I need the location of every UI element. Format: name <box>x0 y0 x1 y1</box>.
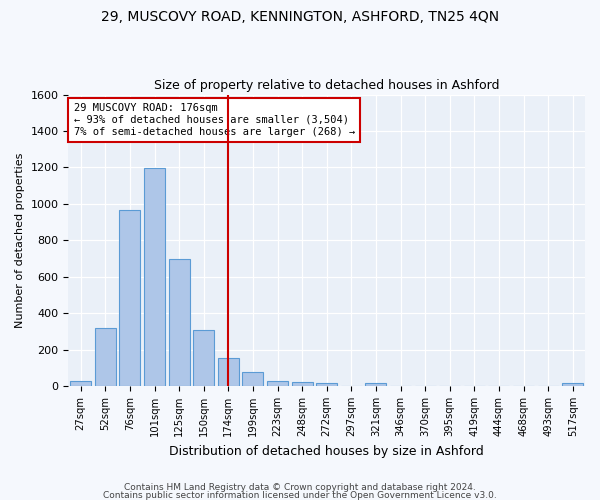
Y-axis label: Number of detached properties: Number of detached properties <box>15 152 25 328</box>
Bar <box>242 372 263 386</box>
Text: Contains public sector information licensed under the Open Government Licence v3: Contains public sector information licen… <box>103 490 497 500</box>
Bar <box>193 330 214 386</box>
Text: Contains HM Land Registry data © Crown copyright and database right 2024.: Contains HM Land Registry data © Crown c… <box>124 484 476 492</box>
Bar <box>169 258 190 386</box>
Bar <box>218 358 239 386</box>
Bar <box>316 384 337 386</box>
Bar <box>119 210 140 386</box>
Bar <box>365 384 386 386</box>
X-axis label: Distribution of detached houses by size in Ashford: Distribution of detached houses by size … <box>169 444 484 458</box>
Bar <box>144 168 165 386</box>
Bar <box>95 328 116 386</box>
Bar <box>292 382 313 386</box>
Bar <box>70 380 91 386</box>
Text: 29, MUSCOVY ROAD, KENNINGTON, ASHFORD, TN25 4QN: 29, MUSCOVY ROAD, KENNINGTON, ASHFORD, T… <box>101 10 499 24</box>
Text: 29 MUSCOVY ROAD: 176sqm
← 93% of detached houses are smaller (3,504)
7% of semi-: 29 MUSCOVY ROAD: 176sqm ← 93% of detache… <box>74 104 355 136</box>
Bar <box>562 384 583 386</box>
Bar <box>267 380 288 386</box>
Title: Size of property relative to detached houses in Ashford: Size of property relative to detached ho… <box>154 79 499 92</box>
